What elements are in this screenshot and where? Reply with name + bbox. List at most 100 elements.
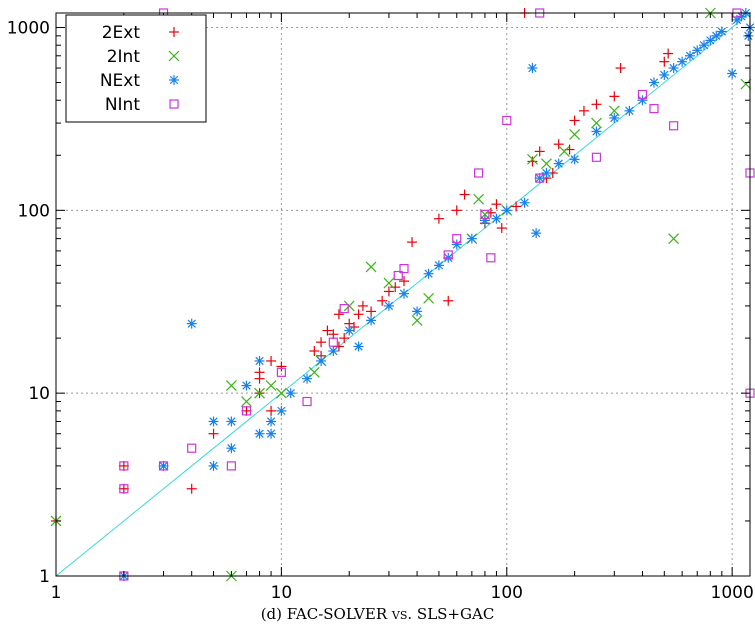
data-point (276, 367, 286, 377)
legend-label: 2Ext (102, 23, 141, 43)
data-point (241, 405, 252, 416)
data-point (308, 366, 320, 378)
data-point (474, 168, 484, 178)
x-tick-label: 10 (271, 583, 293, 600)
data-point (668, 233, 680, 245)
data-point (553, 158, 564, 169)
data-point (491, 199, 502, 210)
data-point (433, 213, 444, 224)
data-point (684, 50, 695, 61)
data-point (692, 45, 703, 56)
data-point (443, 250, 453, 260)
data-point (411, 314, 423, 326)
data-point (399, 276, 410, 287)
data-point (357, 300, 368, 311)
data-point (266, 428, 277, 439)
data-point (187, 443, 197, 453)
figure-caption: (d) FAC-SOLVER vs. SLS+GAC (0, 605, 755, 623)
data-point (412, 306, 423, 317)
data-point (383, 277, 395, 289)
data-point (407, 237, 418, 248)
data-point (553, 139, 564, 150)
x-tick-label: 1 (51, 583, 62, 600)
data-point (527, 63, 538, 74)
data-point (158, 461, 169, 471)
data-point (254, 428, 265, 439)
plot-frame (55, 12, 751, 577)
data-point (648, 77, 659, 88)
data-point (451, 205, 462, 216)
data-point (466, 233, 477, 244)
data-point (459, 189, 470, 200)
data-point (383, 286, 394, 297)
data-point (316, 337, 327, 348)
series-next (118, 8, 755, 581)
data-point (383, 300, 394, 311)
y-tick-label: 1000 (7, 18, 50, 38)
scatter-plot: 1 10 100 1000 1 10 100 1000 2Ext 2Int NExt NInt (7, 7, 755, 600)
data-point (591, 99, 602, 110)
data-point (591, 126, 602, 137)
data-point (624, 105, 635, 116)
legend: 2Ext 2Int NExt NInt (65, 14, 207, 123)
data-point (186, 318, 197, 329)
data-point (451, 239, 462, 250)
data-point (118, 483, 129, 494)
data-point (366, 315, 377, 326)
data-point (511, 201, 522, 212)
data-point (302, 373, 313, 384)
legend-marker (168, 50, 180, 62)
data-point (527, 153, 538, 165)
data-point (501, 205, 512, 216)
data-point (698, 40, 709, 51)
data-point (158, 460, 169, 471)
data-point (241, 380, 252, 391)
data-point (615, 63, 626, 74)
data-point (663, 48, 674, 59)
data-point (609, 112, 620, 123)
data-point (649, 104, 659, 114)
data-point (266, 355, 277, 366)
data-point (276, 361, 287, 372)
legend-label: 2Int (107, 47, 141, 67)
data-point (393, 270, 403, 281)
data-point (491, 213, 502, 224)
data-point (119, 484, 129, 494)
data-point (328, 346, 339, 357)
data-point (423, 268, 434, 279)
data-point (275, 387, 287, 399)
data-point (339, 333, 350, 344)
axis-ticks: 1 10 100 1000 1 10 100 1000 (7, 13, 754, 600)
data-point (486, 253, 496, 263)
data-point (705, 35, 716, 46)
data-point (353, 341, 364, 352)
caption-vs: vs. (391, 605, 413, 623)
data-point (254, 367, 265, 378)
data-point (265, 380, 277, 392)
data-point (740, 78, 752, 90)
data-point (443, 252, 454, 263)
data-point (186, 483, 197, 494)
data-point (496, 223, 507, 234)
caption-algo-b: SLS+GAC (416, 605, 495, 623)
data-point (339, 304, 349, 314)
data-point (473, 193, 485, 205)
data-point (266, 416, 277, 427)
data-point (390, 282, 401, 293)
data-point (344, 325, 355, 336)
data-point (637, 95, 648, 106)
data-point (333, 309, 344, 320)
data-point (711, 30, 722, 41)
data-point (285, 388, 296, 399)
x-tick-label: 1000 (711, 583, 754, 600)
legend-box (65, 14, 207, 123)
data-point (531, 228, 542, 239)
data-point (302, 396, 312, 407)
data-point (609, 91, 620, 102)
data-point (399, 288, 410, 299)
data-point (716, 26, 727, 37)
legend-marker (169, 27, 179, 37)
data-point (485, 207, 496, 218)
data-point (578, 105, 589, 116)
data-point (541, 158, 552, 170)
